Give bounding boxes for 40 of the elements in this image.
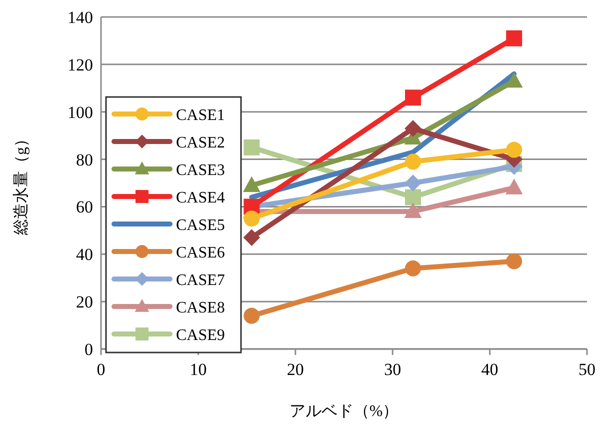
legend-label: CASE2 (176, 134, 225, 152)
y-tick-label: 60 (76, 198, 93, 217)
point (506, 142, 522, 158)
point (506, 253, 522, 270)
legend-label: CASE6 (176, 244, 225, 262)
point (405, 154, 422, 170)
y-tick-label: 120 (68, 55, 93, 74)
point (405, 90, 422, 106)
x-tick-label: 0 (96, 360, 106, 379)
legend-label: CASE9 (176, 327, 225, 344)
x-tick-label: 50 (578, 360, 596, 379)
point (405, 175, 422, 191)
point (506, 73, 522, 88)
legend-label: CASE3 (176, 162, 225, 179)
point (244, 210, 260, 227)
point (405, 260, 422, 276)
x-tick-label: 20 (286, 360, 304, 379)
point (405, 120, 422, 136)
legend-label: CASE7 (176, 272, 225, 289)
point (244, 177, 260, 192)
legend-label: CASE1 (176, 107, 225, 124)
x-tick-label: 30 (384, 360, 402, 379)
y-tick-label: 20 (76, 292, 93, 312)
point (244, 139, 260, 156)
legend-label: CASE4 (176, 190, 225, 206)
legend-label: CASE5 (176, 217, 225, 234)
point (244, 308, 260, 324)
x-axis-title: アルベド（%） (289, 403, 399, 420)
y-tick-label: 80 (76, 150, 93, 170)
point (405, 189, 422, 206)
y-tick-label: 40 (76, 245, 93, 264)
y-axis-title: 総造水量（g） (12, 131, 30, 236)
x-tick-label: 10 (190, 360, 207, 379)
point (244, 230, 260, 246)
legend-label: CASE8 (176, 300, 225, 316)
y-tick-label: 100 (68, 102, 93, 122)
x-tick-label: 40 (481, 360, 498, 379)
point (506, 30, 522, 46)
y-tick-label: 0 (84, 340, 93, 359)
y-tick-label: 140 (68, 8, 93, 27)
